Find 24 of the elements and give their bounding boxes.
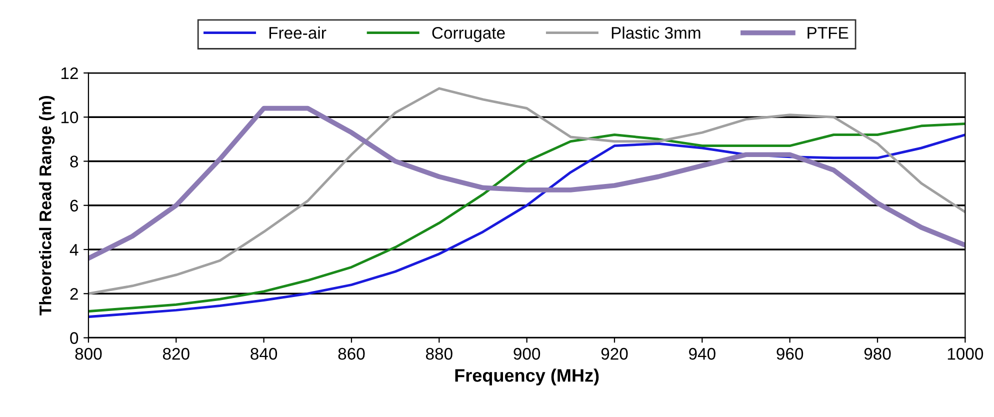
legend-label: Plastic 3mm	[612, 26, 700, 39]
y-tick-label: 2	[70, 288, 78, 300]
x-tick-label: 920	[601, 348, 628, 360]
x-tick-label: 880	[426, 348, 452, 360]
y-tick-label: 8	[70, 156, 78, 168]
x-tick-label: 980	[864, 348, 891, 360]
legend-label: PTFE	[808, 27, 848, 39]
x-tick-label: 840	[250, 348, 278, 360]
x-tick-label: 900	[514, 348, 540, 360]
x-tick-label: 800	[75, 348, 102, 360]
y-tick-label: 0	[70, 332, 78, 344]
x-axis-title: Frequency (MHz)	[455, 368, 599, 386]
y-tick-label: 12	[61, 67, 78, 80]
x-tick-label: 1000	[948, 348, 984, 360]
legend-label: Free-air	[269, 26, 326, 39]
y-tick-label: 4	[70, 244, 78, 256]
x-tick-label: 860	[338, 348, 365, 360]
y-axis-title: Theoretical Read Range (m)	[39, 96, 55, 316]
x-tick-label: 820	[162, 348, 190, 360]
legend-label: Corrugate	[432, 26, 505, 42]
y-tick-label: 10	[61, 112, 78, 124]
y-tick-label: 6	[70, 200, 78, 212]
x-tick-label: 960	[776, 348, 804, 360]
x-tick-label: 940	[689, 348, 716, 360]
